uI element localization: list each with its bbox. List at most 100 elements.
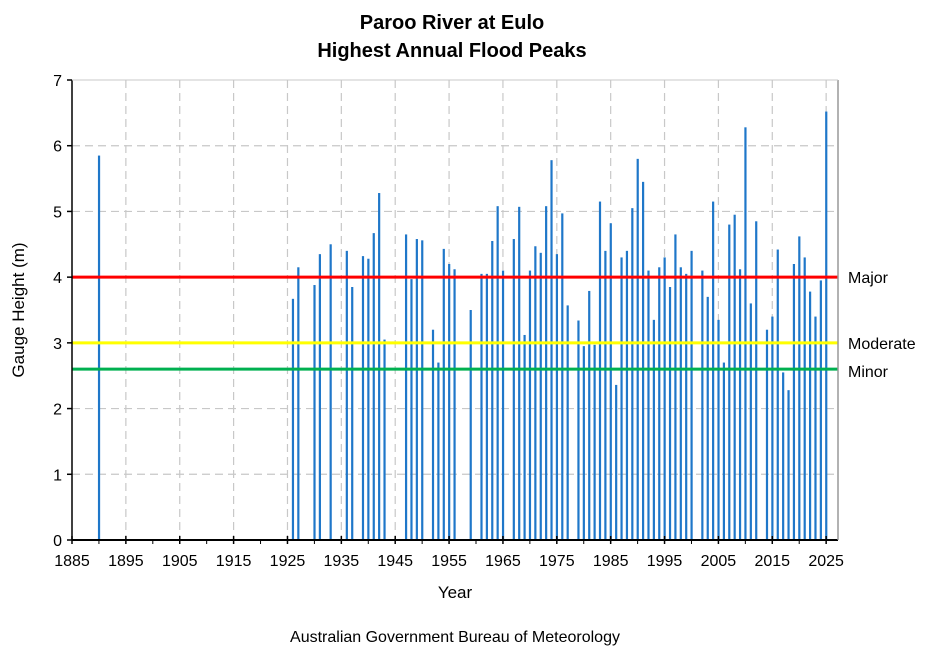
bar-1956 — [453, 269, 456, 540]
bar-1953 — [437, 362, 440, 540]
y-tick-label: 1 — [53, 467, 62, 484]
bar-1999 — [685, 273, 688, 540]
bar-1986 — [615, 384, 618, 540]
footer-credit: Australian Government Bureau of Meteorol… — [290, 629, 620, 646]
bar-2016 — [776, 249, 779, 541]
x-tick-label: 1945 — [377, 553, 413, 570]
bar-1968 — [518, 206, 521, 541]
bar-1998 — [679, 267, 682, 540]
bar-1963 — [491, 241, 494, 540]
bar-2005 — [717, 319, 720, 540]
bar-2006 — [722, 362, 726, 540]
bar-1952 — [431, 329, 435, 540]
y-tick-label: 4 — [53, 270, 62, 287]
bar-1950 — [421, 240, 424, 541]
bar-1974 — [550, 160, 553, 540]
bar-1948 — [410, 279, 413, 540]
y-tick-label: 2 — [53, 402, 62, 419]
x-tick-label: 2005 — [701, 553, 737, 570]
x-tick-label: 1995 — [647, 553, 683, 570]
bar-1954 — [442, 248, 445, 540]
x-tick-label: 1905 — [162, 553, 198, 570]
bar-1936 — [345, 250, 348, 540]
bar-2011 — [749, 303, 752, 540]
bar-2004 — [712, 201, 715, 541]
x-tick-label: 1885 — [54, 553, 90, 570]
bar-1890 — [97, 155, 101, 541]
x-tick-label: 1935 — [324, 553, 360, 570]
bar-1979 — [577, 320, 580, 540]
bars — [97, 111, 828, 541]
bar-1931 — [318, 254, 321, 540]
bar-1955 — [448, 264, 451, 540]
bar-1975 — [555, 254, 559, 540]
bar-1987 — [620, 257, 623, 540]
bar-1992 — [647, 270, 650, 540]
y-tick-label: 0 — [53, 533, 62, 550]
bar-1962 — [485, 273, 488, 540]
bar-1927 — [297, 267, 300, 540]
bar-1949 — [415, 239, 418, 540]
threshold-label-major: Major — [848, 270, 889, 287]
bar-2010 — [744, 127, 747, 541]
bar-1989 — [631, 208, 634, 540]
bar-2009 — [738, 269, 742, 540]
x-tick-label: 1955 — [431, 553, 467, 570]
bar-1988 — [625, 250, 629, 540]
bar-1982 — [593, 344, 596, 540]
bar-1959 — [469, 310, 472, 540]
bar-2024 — [819, 280, 822, 540]
bar-2014 — [765, 329, 769, 540]
bar-1985 — [609, 223, 612, 540]
bar-1995 — [663, 257, 666, 540]
bar-1996 — [668, 287, 672, 540]
bar-1977 — [566, 305, 569, 540]
threshold-label-moderate: Moderate — [848, 336, 916, 353]
bar-1967 — [512, 239, 515, 540]
bar-1976 — [561, 213, 564, 540]
chart-title-line-2: Highest Annual Flood Peaks — [317, 40, 586, 62]
bar-1997 — [674, 234, 677, 540]
bar-2008 — [733, 214, 736, 540]
bar-2000 — [690, 250, 693, 540]
bar-1983 — [598, 201, 602, 541]
y-tick-label: 3 — [53, 336, 62, 353]
bar-2012 — [755, 221, 758, 541]
bar-1971 — [534, 246, 537, 540]
bar-1939 — [361, 256, 365, 540]
bar-2003 — [706, 296, 709, 540]
bar-1993 — [652, 319, 655, 540]
bar-1980 — [582, 346, 585, 540]
y-axis-label: Gauge Height (m) — [9, 242, 28, 377]
bar-1984 — [604, 250, 607, 540]
bar-1969 — [523, 334, 526, 540]
bar-1943 — [383, 339, 386, 540]
y-tick-label: 5 — [53, 204, 62, 221]
bar-2025 — [825, 111, 828, 541]
x-tick-label: 1985 — [593, 553, 629, 570]
bar-1981 — [588, 290, 591, 540]
x-tick-label: 2015 — [754, 553, 790, 570]
bar-2002 — [701, 270, 704, 540]
x-tick-label: 2025 — [808, 553, 844, 570]
bar-2007 — [728, 224, 731, 541]
bar-2023 — [814, 316, 817, 540]
threshold-lines: Major Moderate Minor — [72, 270, 916, 381]
bar-1970 — [528, 270, 532, 540]
x-tick-label: 1965 — [485, 553, 521, 570]
bar-2019 — [792, 264, 796, 540]
bar-1965 — [501, 270, 505, 540]
y-tick-label: 7 — [53, 73, 62, 90]
bar-1990 — [636, 158, 639, 540]
bar-1940 — [367, 258, 370, 540]
x-tick-label: 1925 — [270, 553, 306, 570]
threshold-label-minor: Minor — [848, 364, 889, 381]
x-tick-label: 1915 — [216, 553, 252, 570]
bar-1933 — [329, 244, 332, 541]
bar-1961 — [480, 273, 483, 540]
x-tick-label: 1895 — [108, 553, 144, 570]
bar-1973 — [545, 206, 548, 540]
bar-1937 — [351, 287, 354, 540]
bar-1930 — [313, 285, 316, 540]
